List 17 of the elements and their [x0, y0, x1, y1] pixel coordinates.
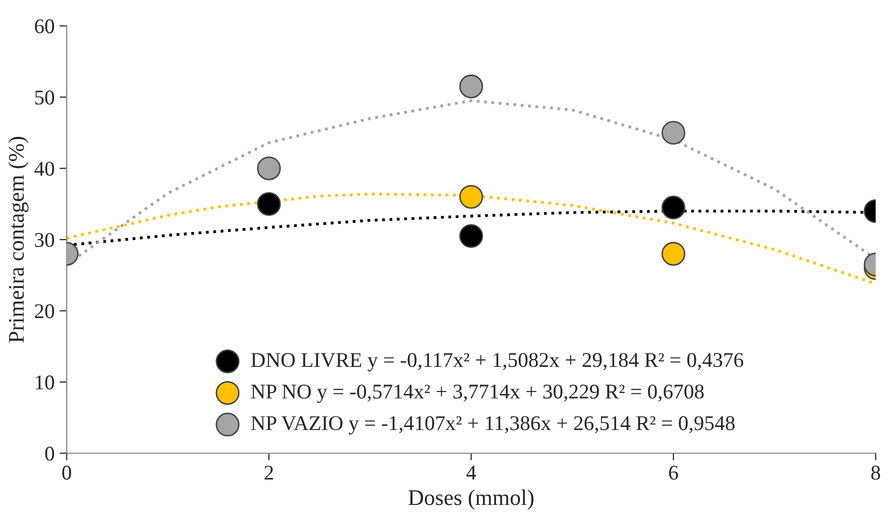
x-tick-label: 6: [669, 466, 678, 480]
x-tick-label: 4: [466, 466, 476, 480]
legend-label: DNO LIVRE y = -0,117x² + 1,5082x + 29,184 R² = 0,4376: [251, 352, 744, 372]
y-tick-label: 40: [34, 162, 54, 176]
y-axis-title: Primeira contagem (%): [8, 136, 28, 343]
x-tick-label: 8: [871, 466, 880, 480]
x-axis-title: Doses (mmol): [408, 490, 534, 510]
x-tick-label: 0: [62, 466, 72, 480]
y-tick-label: 10: [36, 375, 54, 390]
x-tick-label: 2: [264, 466, 273, 480]
y-tick-label: 60: [34, 19, 54, 34]
legend-label: NP NO y = -0,5714x² + 3,7714x + 30,229 R² = 0,6708: [251, 384, 704, 403]
y-tick-label: 20: [34, 304, 54, 318]
y-tick-label: 50: [35, 90, 54, 105]
legend-label: NP VAZIO y = -1,4107x² + 11,386x + 26,514 R² = 0,9548: [251, 416, 735, 434]
y-tick-label: 30: [35, 232, 54, 248]
y-tick-label: 0: [45, 446, 54, 461]
